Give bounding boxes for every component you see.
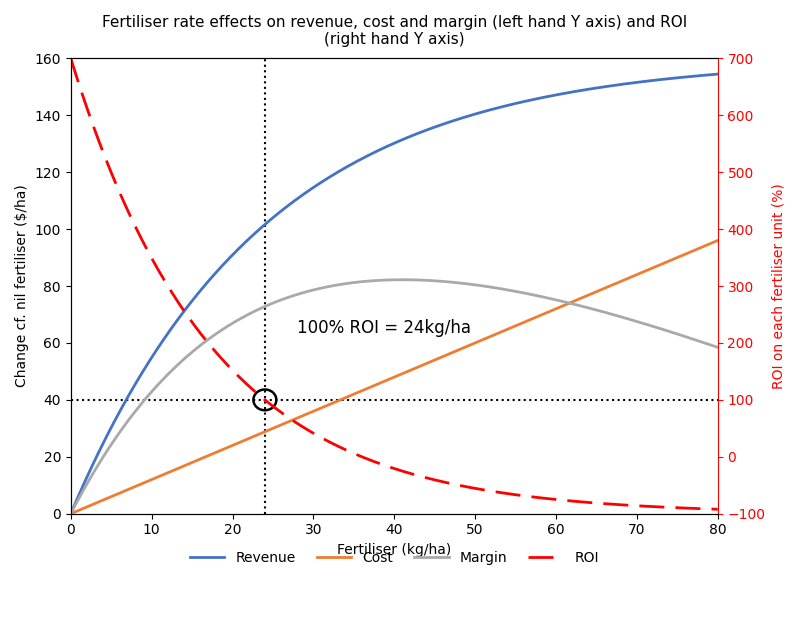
- ROI: [570, 498, 580, 505]
- ROI: [132, 226, 142, 233]
- Revenue: [132, 377, 142, 385]
- Margin: [132, 406, 142, 413]
- Margin: [571, 301, 581, 308]
- Revenue: [582, 86, 592, 93]
- ROI: [510, 491, 520, 498]
- ROI: [351, 450, 361, 458]
- Y-axis label: Change cf. nil fertiliser ($/ha): Change cf. nil fertiliser ($/ha): [15, 184, 29, 387]
- Y-axis label: ROI on each fertiliser unit (%): ROI on each fertiliser unit (%): [771, 183, 785, 389]
- Margin: [713, 344, 722, 351]
- Margin: [398, 276, 407, 283]
- ROI: [582, 498, 592, 506]
- ROI: [66, 55, 75, 62]
- Cost: [713, 237, 722, 245]
- X-axis label: Fertiliser (kg/ha): Fertiliser (kg/ha): [337, 543, 451, 557]
- Line: Revenue: Revenue: [70, 74, 718, 514]
- Cost: [582, 292, 592, 300]
- Line: Cost: Cost: [70, 241, 718, 514]
- Cost: [570, 297, 580, 304]
- Margin: [582, 304, 592, 312]
- ROI: [713, 505, 722, 513]
- Title: Fertiliser rate effects on revenue, cost and margin (left hand Y axis) and ROI
(: Fertiliser rate effects on revenue, cost…: [102, 15, 687, 48]
- Margin: [351, 278, 361, 286]
- Text: 100% ROI = 24kg/ha: 100% ROI = 24kg/ha: [298, 319, 471, 337]
- Legend: Revenue, Cost, Margin, ROI: Revenue, Cost, Margin, ROI: [184, 545, 604, 571]
- Revenue: [328, 172, 338, 179]
- Cost: [351, 389, 361, 397]
- Line: Margin: Margin: [70, 280, 718, 514]
- ROI: [328, 440, 338, 447]
- Cost: [510, 322, 520, 330]
- Cost: [132, 482, 142, 490]
- Revenue: [351, 158, 361, 166]
- Revenue: [510, 100, 520, 107]
- Margin: [328, 282, 338, 290]
- Line: ROI: ROI: [70, 58, 718, 509]
- Revenue: [570, 88, 580, 95]
- Margin: [511, 288, 521, 295]
- Margin: [66, 510, 75, 517]
- Cost: [66, 510, 75, 517]
- Revenue: [66, 510, 75, 517]
- Cost: [328, 399, 338, 407]
- Revenue: [713, 70, 722, 78]
